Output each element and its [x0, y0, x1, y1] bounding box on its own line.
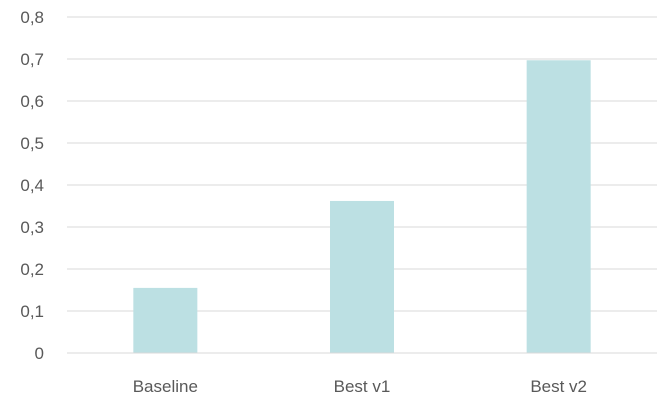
- y-tick-label: 0,2: [20, 260, 44, 279]
- x-category-label: Best v1: [334, 377, 391, 394]
- x-category-label: Baseline: [133, 377, 198, 394]
- x-axis-category-labels: Baseline Best v1 Best v2: [133, 377, 587, 394]
- y-tick-label: 0,6: [20, 92, 44, 111]
- y-tick-label: 0: [35, 344, 44, 363]
- y-tick-label: 0,5: [20, 134, 44, 153]
- bar-best-v1: [330, 200, 394, 353]
- bar-best-v2: [526, 60, 591, 353]
- y-axis-tick-labels: 0 0,1 0,2 0,3 0,4 0,5 0,6 0,7 0,8: [20, 8, 44, 363]
- y-tick-label: 0,3: [20, 218, 44, 237]
- bars: [133, 60, 591, 353]
- y-tick-label: 0,8: [20, 8, 44, 27]
- y-tick-label: 0,4: [20, 176, 44, 195]
- y-tick-label: 0,1: [20, 302, 44, 321]
- bar-baseline: [133, 287, 198, 353]
- x-category-label: Best v2: [530, 377, 587, 394]
- y-tick-label: 0,7: [20, 50, 44, 69]
